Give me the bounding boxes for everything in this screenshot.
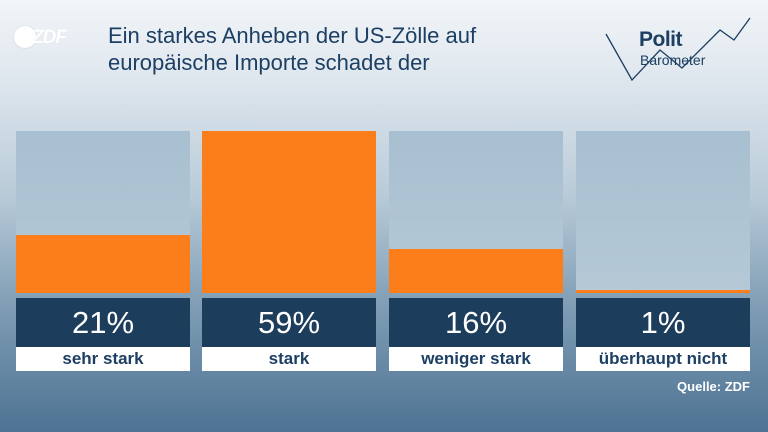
bar — [389, 249, 563, 293]
logo-circle-icon — [14, 26, 36, 48]
politbarometer-logo: Polit Barometer — [598, 14, 758, 84]
data-label: 21% — [16, 298, 190, 347]
brand-line-2: Barometer — [640, 52, 706, 68]
chart-title: Ein starkes Anheben der US-Zölle auf eur… — [108, 22, 578, 76]
category-label: sehr stark — [16, 347, 190, 371]
brand-zigzag-icon — [605, 17, 751, 82]
bar — [16, 235, 190, 293]
bar-track — [202, 131, 376, 293]
bar — [576, 290, 750, 293]
data-label: 16% — [389, 298, 563, 347]
source-note: Quelle: ZDF — [677, 379, 750, 394]
logo-text: ZDF — [32, 27, 67, 48]
category-label: stark — [202, 347, 376, 371]
bar-track — [16, 131, 190, 293]
category-label: weniger stark — [389, 347, 563, 371]
data-label: 1% — [576, 298, 750, 347]
data-label: 59% — [202, 298, 376, 347]
bar-track — [389, 131, 563, 293]
title-line-2: europäische Importe schadet der — [108, 50, 430, 75]
bar-track — [576, 131, 750, 293]
zdf-logo: ZDF — [14, 26, 78, 48]
title-line-1: Ein starkes Anheben der US-Zölle auf — [108, 23, 477, 48]
brand-line-1: Polit — [639, 28, 683, 51]
bar — [202, 131, 376, 293]
category-label: überhaupt nicht — [576, 347, 750, 371]
